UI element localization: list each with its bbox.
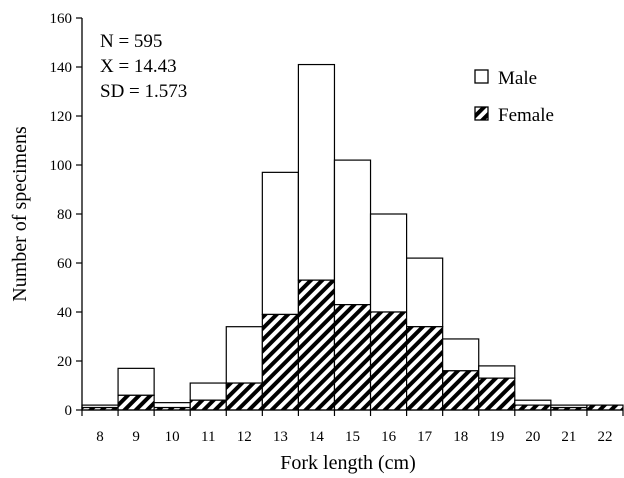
legend-label-female: Female	[498, 105, 554, 126]
summary-statistics: N = 595 X = 14.43 SD = 1.573	[100, 31, 187, 102]
legend-label-male: Male	[498, 68, 537, 89]
y-tick-label-120: 120	[50, 109, 73, 125]
bar-male-12	[225, 326, 263, 384]
stat-sd: SD = 1.573	[100, 81, 187, 102]
bar-female-15	[333, 304, 372, 411]
x-axis-title: Fork length (cm)	[280, 452, 416, 474]
y-tick-label-80: 80	[57, 207, 72, 223]
bar-female-17	[406, 326, 444, 411]
y-tick-label-60: 60	[57, 256, 72, 272]
y-tick-label-140: 140	[50, 60, 73, 76]
legend-swatch-male	[474, 69, 489, 84]
y-tick-label-160: 160	[50, 11, 73, 27]
x-tick-label-22: 22	[597, 429, 612, 445]
x-tick-label-11: 11	[201, 429, 215, 445]
y-tick-label-40: 40	[57, 305, 72, 321]
bar-male-15	[333, 159, 372, 306]
bar-male-13	[261, 171, 300, 316]
x-tick-label-10: 10	[165, 429, 180, 445]
y-axis-title: Number of specimens	[9, 126, 31, 302]
y-tick-label-20: 20	[57, 354, 72, 370]
bar-female-12	[225, 382, 263, 411]
x-tick-label-19: 19	[489, 429, 504, 445]
x-tick-label-8: 8	[96, 429, 104, 445]
bar-male-11	[189, 382, 227, 401]
bar-male-20	[514, 399, 552, 406]
x-tick-label-14: 14	[309, 429, 325, 445]
stat-n: N = 595	[100, 31, 162, 52]
bar-female-19	[478, 377, 516, 411]
bar-female-11	[189, 399, 227, 411]
x-tick-label-21: 21	[561, 429, 576, 445]
legend-swatch-female	[474, 106, 489, 121]
bar-male-18	[442, 338, 480, 372]
bar-female-9	[117, 394, 155, 411]
bar-female-22	[586, 404, 624, 411]
x-tick-label-16: 16	[381, 429, 397, 445]
axes-group: 0 20 40 60 80 100 120 140 160 8 9 10 11 12 13 14 15 16 17 1…	[50, 11, 624, 445]
bar-female-18	[442, 370, 480, 411]
x-tick-label-17: 17	[417, 429, 433, 445]
bars-group	[81, 63, 624, 411]
bar-male-14	[297, 63, 336, 281]
y-tick-label-0: 0	[65, 403, 73, 419]
bar-male-17	[406, 257, 444, 328]
x-tick-label-18: 18	[453, 429, 468, 445]
stat-mean: X = 14.43	[100, 56, 177, 77]
x-tick-label-12: 12	[237, 429, 252, 445]
bar-female-13	[261, 313, 300, 411]
x-tick-label-20: 20	[525, 429, 540, 445]
bar-female-14	[297, 279, 336, 411]
bar-male-9	[117, 367, 155, 396]
bar-female-20	[514, 404, 552, 411]
bar-male-10	[153, 402, 191, 409]
bar-male-16	[369, 213, 408, 313]
bar-male-19	[478, 365, 516, 379]
legend: Male Female	[474, 68, 554, 126]
y-tick-label-100: 100	[50, 158, 73, 174]
x-tick-label-9: 9	[132, 429, 140, 445]
bar-female-16	[369, 311, 408, 411]
x-tick-label-13: 13	[273, 429, 288, 445]
x-tick-label-15: 15	[345, 429, 360, 445]
